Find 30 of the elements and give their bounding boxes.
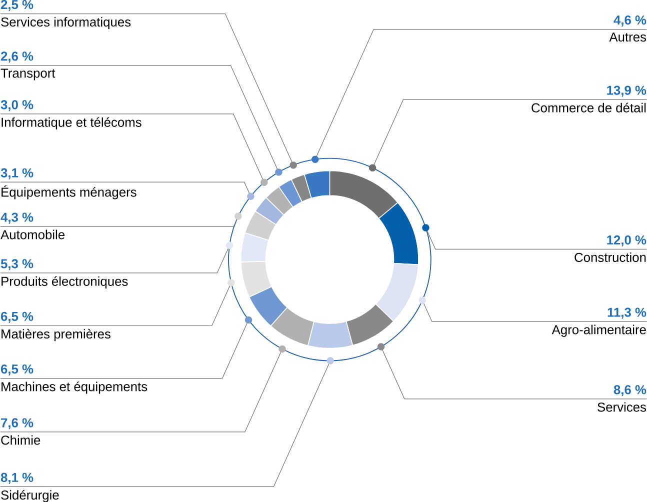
data-label: 7,6 % xyxy=(1,418,34,430)
slice-label: Services informatiques xyxy=(1,16,131,30)
data-label: 13,9 % xyxy=(607,86,646,97)
slice-label: Machines et équipements xyxy=(2,381,148,394)
slice-label: Produits électroniques xyxy=(2,276,128,288)
slice-label: Autres xyxy=(609,32,646,42)
slice-label: Chimie xyxy=(1,435,40,445)
data-label: 12,0 % xyxy=(607,235,646,246)
data-label: 4,6 % xyxy=(614,15,646,26)
slice-label: Transport xyxy=(0,68,56,80)
data-label: 6,5 % xyxy=(0,312,34,323)
slice-label: Construction xyxy=(574,252,646,262)
data-label: 5,3 % xyxy=(0,259,34,270)
slice-label: Sidérurgie xyxy=(1,490,59,502)
data-label: 8,6 % xyxy=(614,385,646,396)
slice-label: Commerce de détail xyxy=(532,102,646,112)
data-label: 4,3 % xyxy=(0,212,34,224)
data-label: 3,1 % xyxy=(0,168,34,180)
data-label: 11,3 % xyxy=(608,308,646,319)
slice-label: Matières premières xyxy=(2,328,110,342)
slice-label: Équipements ménagers xyxy=(2,185,136,200)
data-label: 6,5 % xyxy=(0,364,34,376)
data-label: 2,6 % xyxy=(0,52,34,63)
slice-label: Automobile xyxy=(0,230,65,240)
data-label: 3,0 % xyxy=(0,100,34,112)
data-label: 8,1 % xyxy=(0,472,34,484)
slice-label: Services xyxy=(598,402,646,412)
slice-label: Informatique et télécoms xyxy=(2,117,142,130)
slice-label: Agro-alimentaire xyxy=(552,324,646,337)
data-label: 2,5 % xyxy=(0,0,34,11)
